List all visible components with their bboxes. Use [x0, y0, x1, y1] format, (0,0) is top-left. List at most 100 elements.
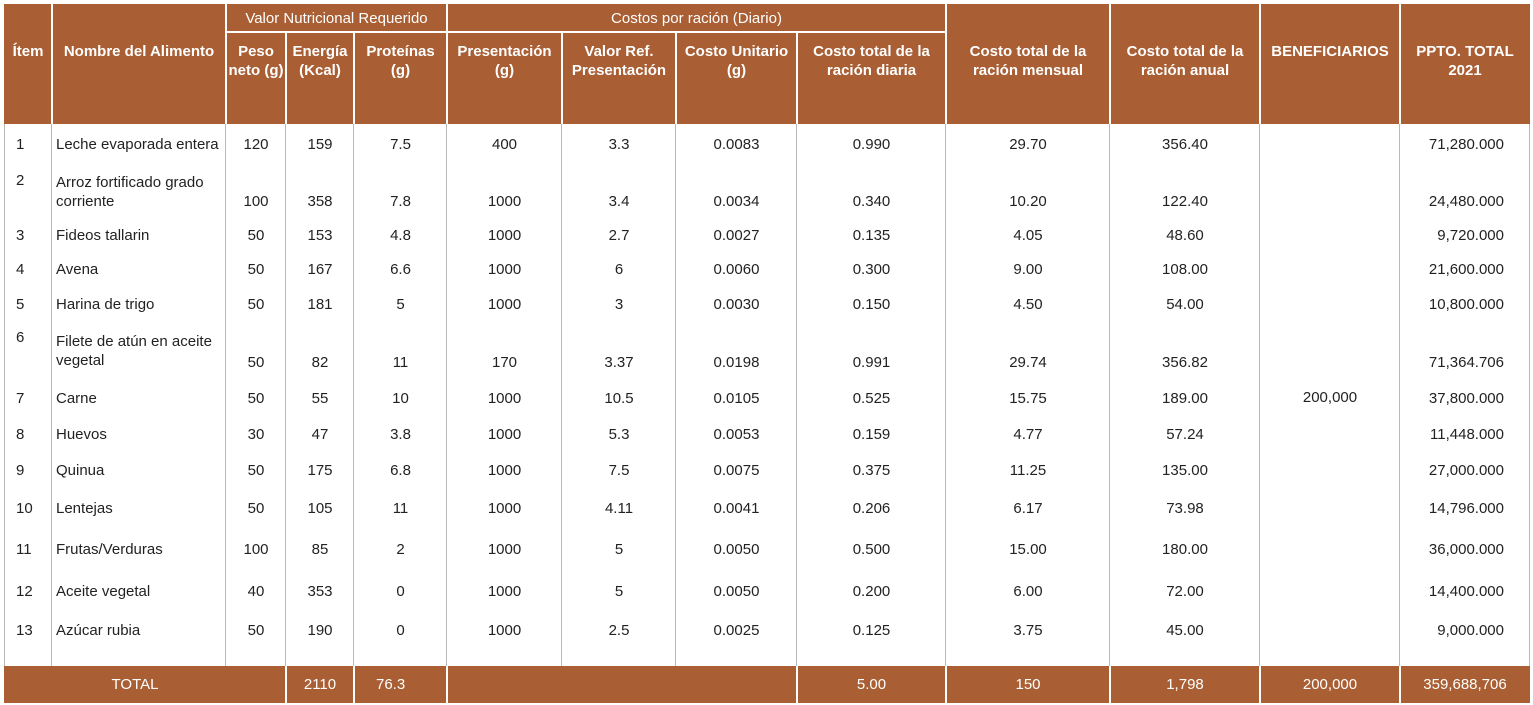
cell-costo-anual: 73.98 [1166, 499, 1204, 517]
beneficiarios-merged-cell: 200,000 [1302, 388, 1358, 406]
cell-valor-ref: 10.5 [604, 389, 634, 407]
cell-costo-anual: 122.40 [1162, 193, 1208, 210]
cell-proteinas: 4.8 [390, 227, 411, 244]
cell-energia: 175 [307, 461, 333, 479]
cell-presentacion: 1000 [487, 389, 522, 407]
cell-costo-anual: 135.00 [1162, 461, 1208, 479]
cell-item: 7 [16, 389, 25, 407]
cell-costo-diaria: 0.990 [852, 136, 891, 153]
cell-energia: 153 [307, 227, 333, 244]
cell-peso: 50 [247, 227, 265, 244]
cell-costo-diaria: 0.300 [852, 260, 891, 278]
cell-energia: 82 [311, 354, 329, 371]
cell-costo-diaria: 0.525 [852, 389, 891, 407]
cell-nombre: Lentejas [56, 499, 113, 517]
column-header-costo-unitario: Costo Unitario (g) [676, 32, 797, 124]
header-divider [675, 32, 677, 124]
cell-presentacion: 1000 [487, 425, 522, 443]
cell-costo-anual: 45.00 [1166, 622, 1204, 639]
column-header-costo-diaria: Costo total de la ración diaria [797, 32, 946, 124]
cell-valor-ref: 2.5 [608, 622, 630, 639]
cell-ppto: 71,280.000 [1428, 136, 1504, 153]
header-divider [1109, 4, 1111, 124]
cell-ppto: 24,480.000 [1428, 193, 1504, 210]
cell-costo-unitario: 0.0050 [713, 582, 760, 600]
cell-peso: 50 [247, 461, 265, 479]
group-header-nutricional: Valor Nutricional Requerido [226, 4, 447, 32]
cell-peso: 40 [247, 582, 265, 600]
cell-peso: 30 [247, 425, 265, 443]
cell-energia: 55 [311, 389, 329, 407]
header-divider [353, 32, 355, 124]
cell-costo-diaria: 0.206 [852, 499, 891, 517]
cell-item: 13 [16, 622, 33, 639]
column-header-peso: Peso neto (g) [226, 32, 286, 124]
header-divider [561, 32, 563, 124]
cell-costo-mensual: 6.00 [1013, 582, 1043, 600]
cell-energia: 358 [307, 193, 333, 210]
cell-peso: 100 [243, 541, 269, 558]
cell-costo-unitario: 0.0050 [713, 541, 760, 558]
cell-costo-diaria: 0.991 [852, 354, 891, 371]
cell-valor-ref: 3.3 [608, 136, 630, 153]
cell-proteinas: 11 [392, 354, 409, 371]
cell-ppto: 10,800.000 [1428, 295, 1504, 313]
cell-ppto: 11,448.000 [1430, 425, 1504, 443]
total-divider [446, 666, 448, 703]
table-right-border [1529, 124, 1530, 666]
column-header-presentacion: Presentación (g) [447, 32, 562, 124]
cell-costo-anual: 189.00 [1162, 389, 1208, 407]
column-divider [1399, 124, 1400, 666]
column-header-costo-mensual: Costo total de la ración mensual [946, 32, 1110, 124]
column-divider [1109, 124, 1110, 666]
cell-costo-mensual: 3.75 [1013, 622, 1043, 639]
total-proteinas: 76.3 [354, 666, 447, 703]
cell-energia: 85 [311, 541, 329, 558]
cell-costo-anual: 356.40 [1162, 136, 1208, 153]
cell-costo-unitario: 0.0083 [713, 136, 760, 153]
cell-costo-anual: 48.60 [1166, 227, 1204, 244]
cell-proteinas: 0 [396, 622, 405, 639]
cell-nombre: Quinua [56, 461, 105, 479]
cell-costo-mensual: 29.74 [1009, 354, 1047, 371]
cell-ppto: 36,000.000 [1428, 541, 1504, 558]
cell-costo-unitario: 0.0075 [713, 461, 760, 479]
total-costo-mensual: 150 [946, 666, 1110, 703]
column-divider [675, 124, 676, 666]
cell-costo-anual: 57.24 [1166, 425, 1204, 443]
total-costo-anual: 1,798 [1110, 666, 1260, 703]
total-energia: 2110 [286, 666, 354, 703]
cell-costo-unitario: 0.0105 [713, 389, 760, 407]
cell-ppto: 14,400.000 [1428, 582, 1504, 600]
cell-ppto: 27,000.000 [1428, 461, 1504, 479]
column-header-beneficiarios: BENEFICIARIOS [1260, 32, 1400, 124]
cell-nombre: Frutas/Verduras [56, 541, 163, 558]
cell-costo-diaria: 0.200 [852, 582, 891, 600]
cell-energia: 159 [307, 136, 333, 153]
cell-presentacion: 1000 [487, 541, 522, 558]
cell-costo-mensual: 10.20 [1009, 193, 1047, 210]
header-divider [945, 4, 947, 124]
column-header-valor-ref: Valor Ref. Presentación [562, 32, 676, 124]
cell-proteinas: 10 [392, 389, 409, 407]
cell-item: 3 [16, 227, 25, 244]
cell-presentacion: 1000 [487, 622, 522, 639]
cell-proteinas: 7.5 [390, 136, 411, 153]
cell-costo-diaria: 0.125 [852, 622, 891, 639]
cell-nombre: Azúcar rubia [56, 622, 141, 639]
column-header-item: Ítem [4, 32, 52, 124]
cell-peso: 50 [247, 499, 265, 517]
cell-ppto: 21,600.000 [1428, 260, 1504, 278]
column-divider [51, 124, 52, 666]
cell-valor-ref: 7.5 [608, 461, 630, 479]
cell-presentacion: 1000 [487, 260, 522, 278]
cell-ppto: 71,364.706 [1428, 354, 1504, 371]
cell-nombre: Huevos [56, 425, 107, 443]
cell-peso: 120 [243, 136, 269, 153]
cell-valor-ref: 5.3 [608, 425, 630, 443]
column-header-ppto: PPTO. TOTAL 2021 [1400, 32, 1530, 124]
cell-nombre: Filete de atún en aceite vegetal [56, 333, 212, 369]
cell-proteinas: 2 [396, 541, 405, 558]
cell-proteinas: 0 [396, 582, 405, 600]
table-left-border [4, 124, 5, 666]
